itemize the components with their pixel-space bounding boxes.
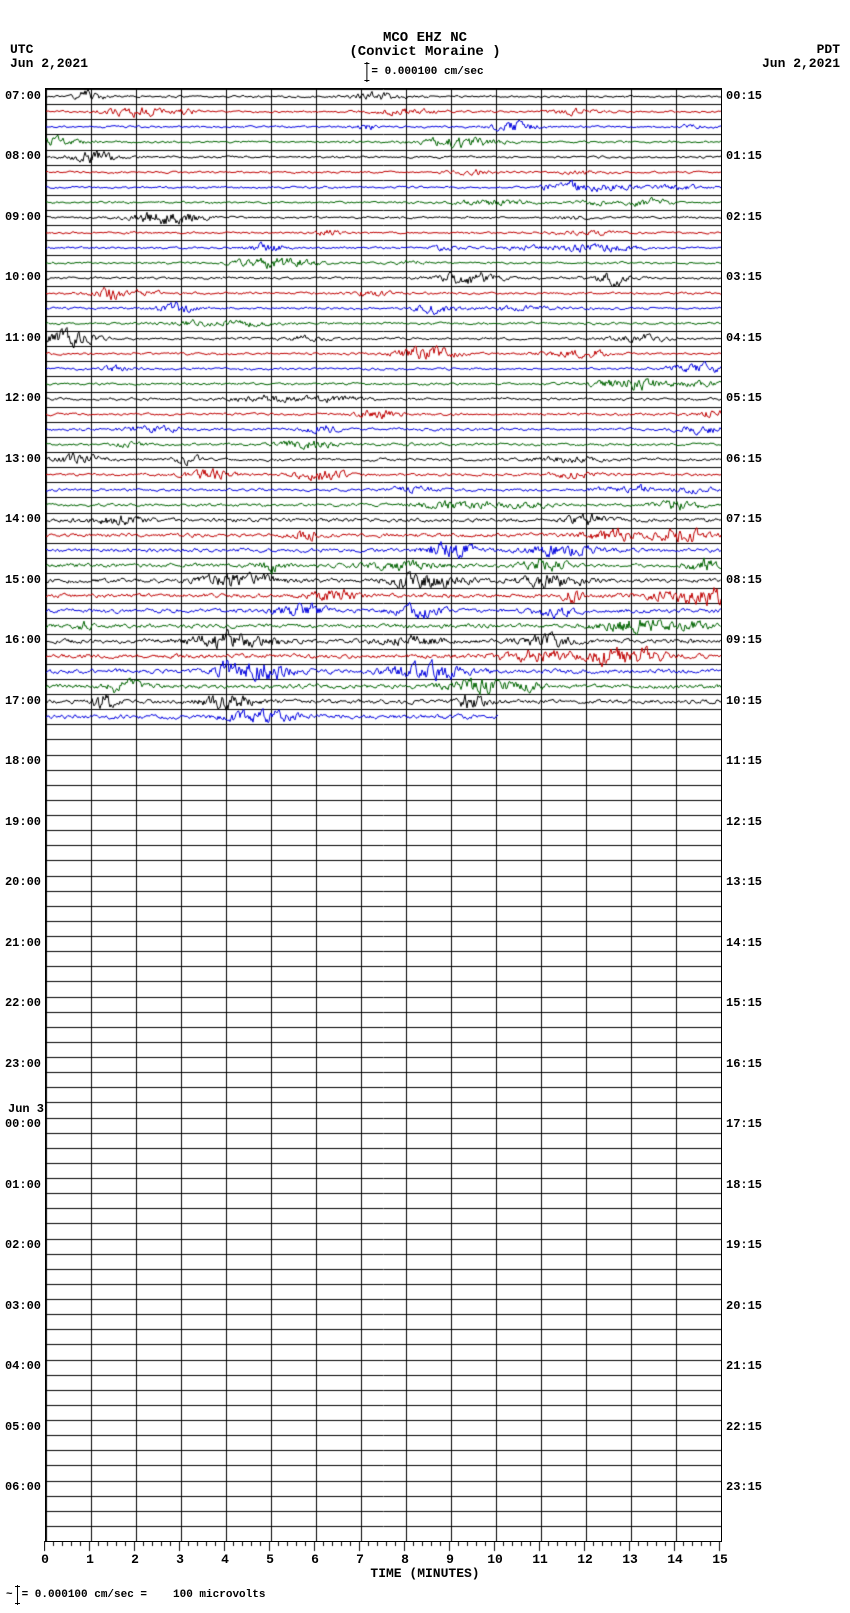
x-tick-label: 4: [221, 1552, 229, 1567]
date-right-label: Jun 2,2021: [762, 56, 840, 71]
x-tick-label: 8: [401, 1552, 409, 1567]
x-tick-label: 6: [311, 1552, 319, 1567]
date-left-label: Jun 2,2021: [10, 56, 88, 71]
scale-bar-icon: [366, 62, 367, 82]
utc-hour-label: 06:00: [5, 1480, 41, 1494]
footer-right-text: 100 microvolts: [173, 1589, 265, 1601]
utc-hour-label: 12:00: [5, 391, 41, 405]
utc-hour-label: 15:00: [5, 573, 41, 587]
tz-right-label: PDT: [817, 42, 840, 57]
local-hour-label: 16:15: [726, 1057, 762, 1071]
utc-hour-label: 02:00: [5, 1238, 41, 1252]
x-tick-label: 0: [41, 1552, 49, 1567]
local-hour-label: 01:15: [726, 149, 762, 163]
local-hour-label: 10:15: [726, 694, 762, 708]
local-hour-label: 05:15: [726, 391, 762, 405]
utc-hour-label: 20:00: [5, 875, 41, 889]
local-hour-label: 22:15: [726, 1420, 762, 1434]
local-hour-label: 03:15: [726, 270, 762, 284]
tz-left-label: UTC: [10, 42, 33, 57]
x-tick-label: 1: [86, 1552, 94, 1567]
x-axis-title: TIME (MINUTES): [370, 1566, 479, 1581]
x-tick-label: 10: [487, 1552, 503, 1567]
utc-hour-label: 00:00: [5, 1117, 41, 1131]
local-hour-label: 17:15: [726, 1117, 762, 1131]
local-hour-label: 00:15: [726, 89, 762, 103]
utc-midnight-date: Jun 3: [8, 1102, 44, 1116]
footer-left-text: = 0.000100 cm/sec =: [22, 1589, 147, 1601]
utc-hour-label: 04:00: [5, 1359, 41, 1373]
local-hour-label: 15:15: [726, 996, 762, 1010]
utc-hour-label: 03:00: [5, 1299, 41, 1313]
local-hour-label: 12:15: [726, 815, 762, 829]
seismogram-plot: [45, 88, 722, 1542]
utc-hour-label: 17:00: [5, 694, 41, 708]
local-hour-label: 19:15: [726, 1238, 762, 1252]
local-hour-label: 08:15: [726, 573, 762, 587]
utc-hour-label: 16:00: [5, 633, 41, 647]
local-hour-label: 18:15: [726, 1178, 762, 1192]
local-hour-label: 07:15: [726, 512, 762, 526]
local-hour-label: 02:15: [726, 210, 762, 224]
utc-hour-label: 09:00: [5, 210, 41, 224]
local-hour-label: 21:15: [726, 1359, 762, 1373]
x-tick-label: 3: [176, 1552, 184, 1567]
amplitude-scale-top: = 0.000100 cm/sec: [366, 62, 483, 82]
local-hour-label: 20:15: [726, 1299, 762, 1313]
local-hour-label: 13:15: [726, 875, 762, 889]
utc-hour-label: 01:00: [5, 1178, 41, 1192]
utc-hour-label: 05:00: [5, 1420, 41, 1434]
x-tick-label: 9: [446, 1552, 454, 1567]
x-tick-label: 14: [667, 1552, 683, 1567]
x-tick-label: 2: [131, 1552, 139, 1567]
utc-hour-label: 11:00: [5, 331, 41, 345]
utc-hour-label: 18:00: [5, 754, 41, 768]
local-hour-label: 09:15: [726, 633, 762, 647]
utc-hour-label: 21:00: [5, 936, 41, 950]
utc-hour-label: 14:00: [5, 512, 41, 526]
x-tick-label: 11: [532, 1552, 548, 1567]
local-hour-label: 11:15: [726, 754, 762, 768]
local-hour-label: 23:15: [726, 1480, 762, 1494]
local-hour-label: 14:15: [726, 936, 762, 950]
tilde-icon: ~: [6, 1589, 13, 1601]
utc-hour-label: 10:00: [5, 270, 41, 284]
x-tick-label: 15: [712, 1552, 728, 1567]
station-subtitle: (Convict Moraine ): [349, 44, 500, 60]
footer-scale: ~ = 0.000100 cm/sec = 100 microvolts: [6, 1585, 265, 1605]
seismogram-page: UTC Jun 2,2021 PDT Jun 2,2021 MCO EHZ NC…: [0, 0, 850, 1613]
local-hour-label: 04:15: [726, 331, 762, 345]
utc-hour-label: 13:00: [5, 452, 41, 466]
utc-hour-label: 23:00: [5, 1057, 41, 1071]
utc-hour-label: 19:00: [5, 815, 41, 829]
x-tick-label: 12: [577, 1552, 593, 1567]
scale-text: = 0.000100 cm/sec: [371, 66, 483, 78]
utc-hour-label: 07:00: [5, 89, 41, 103]
x-tick-label: 13: [622, 1552, 638, 1567]
x-tick-label: 7: [356, 1552, 364, 1567]
local-hour-label: 06:15: [726, 452, 762, 466]
scale-bar-icon: [17, 1585, 18, 1605]
utc-hour-label: 22:00: [5, 996, 41, 1010]
x-tick-label: 5: [266, 1552, 274, 1567]
utc-hour-label: 08:00: [5, 149, 41, 163]
